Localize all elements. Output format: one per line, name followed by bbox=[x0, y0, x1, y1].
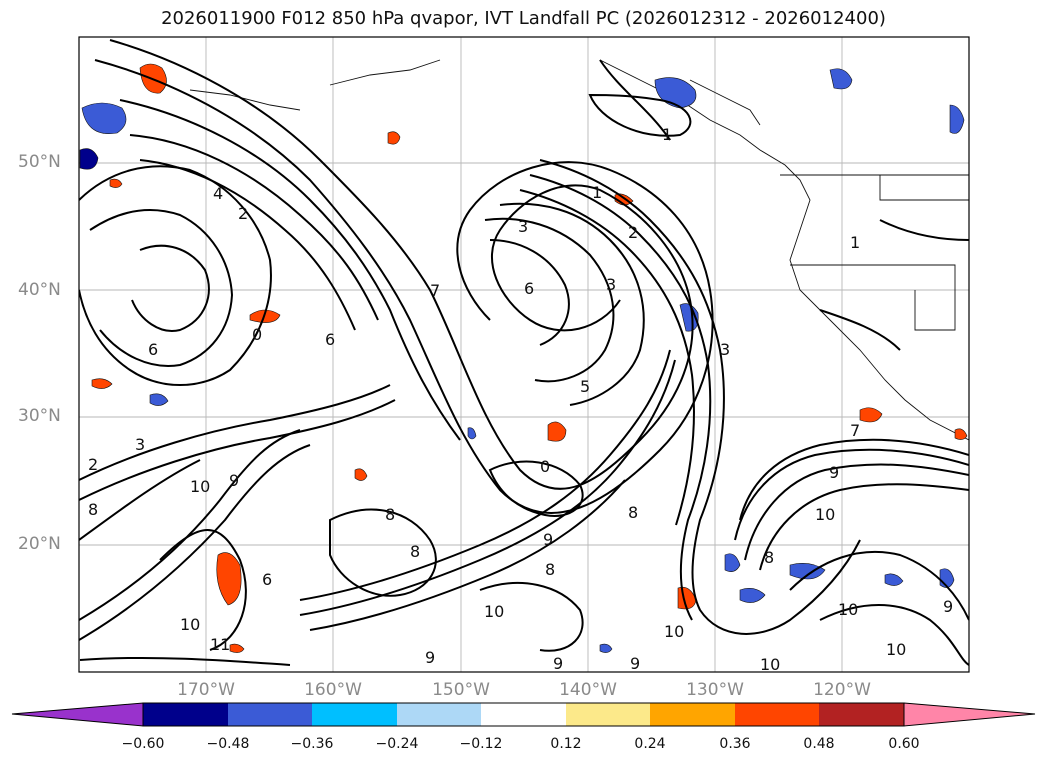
lon-label: 170°W bbox=[177, 680, 235, 700]
contour-label: 6 bbox=[148, 340, 158, 359]
contour-label: 4 bbox=[213, 184, 223, 203]
coastlines bbox=[189, 59, 969, 441]
colorbar-tick-label: 0.48 bbox=[803, 736, 835, 752]
lon-label: 150°W bbox=[432, 680, 490, 700]
colorbar-tick-label: 0.24 bbox=[634, 736, 666, 752]
colorbar-tick-label: 0.60 bbox=[888, 736, 920, 752]
colorbar-bin bbox=[481, 703, 566, 726]
lat-label: 50°N bbox=[18, 152, 61, 172]
map-title: 2026011900 F012 850 hPa qvapor, IVT Land… bbox=[161, 8, 886, 29]
contour-label: 8 bbox=[385, 505, 395, 524]
contour-label: 10 bbox=[886, 640, 906, 659]
colorbar-tick-label: −0.60 bbox=[121, 736, 165, 752]
contour-label: 6 bbox=[262, 570, 272, 589]
colorbar-tick-label: −0.12 bbox=[459, 736, 503, 752]
colorbar-bin bbox=[819, 703, 904, 726]
contour-label: 9 bbox=[553, 654, 563, 673]
colorbar-bin bbox=[735, 703, 819, 726]
contour-label: 9 bbox=[829, 463, 839, 482]
colorbar-bin bbox=[312, 703, 397, 726]
contour-label: 10 bbox=[760, 655, 780, 674]
lon-label: 140°W bbox=[559, 680, 617, 700]
contour-label: 9 bbox=[543, 530, 553, 549]
contour-label: 3 bbox=[720, 340, 730, 359]
contour-label: 9 bbox=[630, 654, 640, 673]
gridlines bbox=[79, 37, 969, 672]
contour-label: 10 bbox=[815, 505, 835, 524]
contour-label: 3 bbox=[606, 275, 616, 294]
colorbar-tick-label: 0.12 bbox=[550, 736, 582, 752]
contour-label: 8 bbox=[545, 560, 555, 579]
colorbar-bin bbox=[650, 703, 735, 726]
lat-label: 20°N bbox=[18, 534, 61, 554]
contour-label: 1 bbox=[592, 183, 602, 202]
lon-label: 130°W bbox=[686, 680, 744, 700]
contour-label: 3 bbox=[518, 217, 528, 236]
contour-label: 8 bbox=[410, 542, 420, 561]
contour-label: 9 bbox=[425, 648, 435, 667]
contour-label: 7 bbox=[850, 421, 860, 440]
contour-label: 7 bbox=[430, 281, 440, 300]
lon-label: 120°W bbox=[813, 680, 871, 700]
contour-label: 10 bbox=[664, 622, 684, 641]
colorbar-tick-label: −0.48 bbox=[206, 736, 250, 752]
contour-label: 8 bbox=[88, 500, 98, 519]
colorbar-bin bbox=[143, 703, 228, 726]
contour-label: 2 bbox=[238, 204, 248, 223]
plot-frame bbox=[78, 36, 970, 673]
contour-label: 0 bbox=[540, 457, 550, 476]
contour-label: 2 bbox=[88, 455, 98, 474]
contour-label: 5 bbox=[580, 377, 590, 396]
contour-label: 10 bbox=[838, 600, 858, 619]
contour-label: 8 bbox=[764, 548, 774, 567]
colorbar-frame bbox=[142, 702, 905, 727]
contour-label-group: 1 3 6 5 0 4 2 0 9 10 10 9 8 9 8 10 10 8 … bbox=[88, 125, 953, 674]
contour-lines bbox=[79, 39, 969, 666]
colorbar-min-extend bbox=[11, 702, 144, 727]
lat-label: 40°N bbox=[18, 280, 61, 300]
colorbar-bin bbox=[566, 703, 650, 726]
colorbar bbox=[11, 702, 1036, 727]
contour-label: 8 bbox=[628, 503, 638, 522]
colorbar-max-extend bbox=[903, 702, 1036, 727]
lon-label: 160°W bbox=[304, 680, 362, 700]
contour-label: 0 bbox=[252, 325, 262, 344]
colorbar-tick-label: −0.36 bbox=[290, 736, 334, 752]
contour-label: 10 bbox=[190, 477, 210, 496]
contour-label: 3 bbox=[135, 435, 145, 454]
contour-label: 6 bbox=[524, 279, 534, 298]
contour-label: 9 bbox=[943, 597, 953, 616]
colorbar-bin bbox=[228, 703, 312, 726]
colorbar-tick-label: −0.24 bbox=[375, 736, 419, 752]
contour-label: 9 bbox=[229, 471, 239, 490]
contour-label: 6 bbox=[325, 330, 335, 349]
contour-label: 11 bbox=[210, 635, 230, 654]
contour-label: 1 bbox=[662, 125, 672, 144]
colorbar-bin bbox=[397, 703, 481, 726]
colorbar-tick-label: 0.36 bbox=[719, 736, 751, 752]
contour-label: 10 bbox=[484, 602, 504, 621]
contour-label: 2 bbox=[628, 223, 638, 242]
contour-label: 10 bbox=[180, 615, 200, 634]
contour-label: 1 bbox=[850, 233, 860, 252]
lat-label: 30°N bbox=[18, 406, 61, 426]
